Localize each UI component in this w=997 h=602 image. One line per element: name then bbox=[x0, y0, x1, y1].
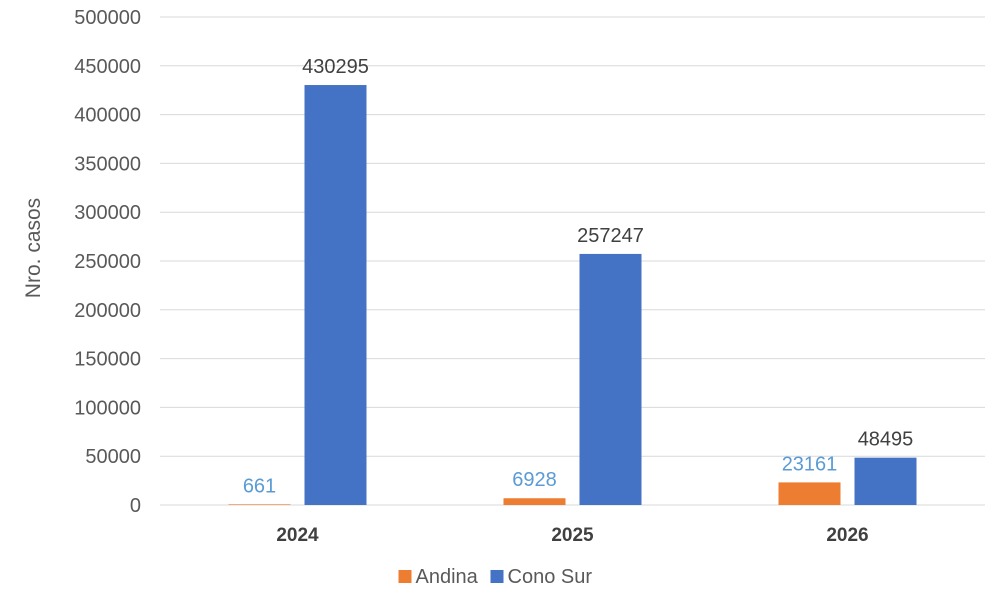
gridlines bbox=[160, 16, 985, 506]
bars bbox=[228, 85, 917, 506]
data-label: 661 bbox=[243, 475, 276, 497]
legend-item: Andina bbox=[398, 566, 479, 588]
y-tick-label: 50000 bbox=[85, 446, 141, 468]
y-tick-label: 200000 bbox=[74, 300, 141, 322]
data-label: 430295 bbox=[302, 56, 369, 78]
legend-item: Cono Sur bbox=[490, 566, 593, 588]
y-tick-label: 350000 bbox=[74, 153, 141, 175]
y-tick-label: 500000 bbox=[74, 7, 141, 29]
x-category-label: 2025 bbox=[551, 525, 594, 546]
x-category-label: 2026 bbox=[826, 525, 868, 546]
bar-andina-2026 bbox=[778, 482, 841, 505]
legend: Andina Cono Sur bbox=[398, 566, 593, 588]
legend-swatch bbox=[398, 570, 412, 583]
y-tick-label: 250000 bbox=[74, 251, 141, 273]
y-tick-label: 150000 bbox=[74, 349, 141, 371]
bar-cono-sur-2024 bbox=[304, 85, 367, 506]
bar-cono-sur-2025 bbox=[579, 253, 642, 505]
y-tick-label: 100000 bbox=[74, 397, 141, 419]
data-label: 257247 bbox=[577, 225, 644, 247]
bar-andina-2025 bbox=[503, 498, 566, 505]
x-category-label: 2024 bbox=[276, 525, 319, 546]
y-axis-ticks: 0 50000 100000 150000 200000 250000 300000 3500… bbox=[74, 7, 141, 517]
legend-swatch bbox=[490, 570, 504, 583]
y-tick-label: 450000 bbox=[74, 56, 141, 78]
legend-label: Cono Sur bbox=[508, 566, 593, 588]
data-labels: 661 430295 6928 257247 23161 48495 bbox=[243, 56, 914, 497]
data-label: 23161 bbox=[782, 453, 838, 475]
legend-label: Andina bbox=[416, 566, 479, 588]
bar-andina-2024 bbox=[228, 504, 291, 505]
bar-cono-sur-2026 bbox=[854, 457, 917, 505]
y-tick-label: 400000 bbox=[74, 105, 141, 127]
x-axis-categories: 2024 2025 2026 bbox=[276, 525, 868, 546]
data-label: 48495 bbox=[858, 429, 914, 451]
data-label: 6928 bbox=[512, 469, 557, 491]
y-tick-label: 0 bbox=[130, 495, 141, 517]
y-tick-label: 300000 bbox=[74, 202, 141, 224]
y-axis-title: Nro. casos bbox=[22, 198, 45, 298]
